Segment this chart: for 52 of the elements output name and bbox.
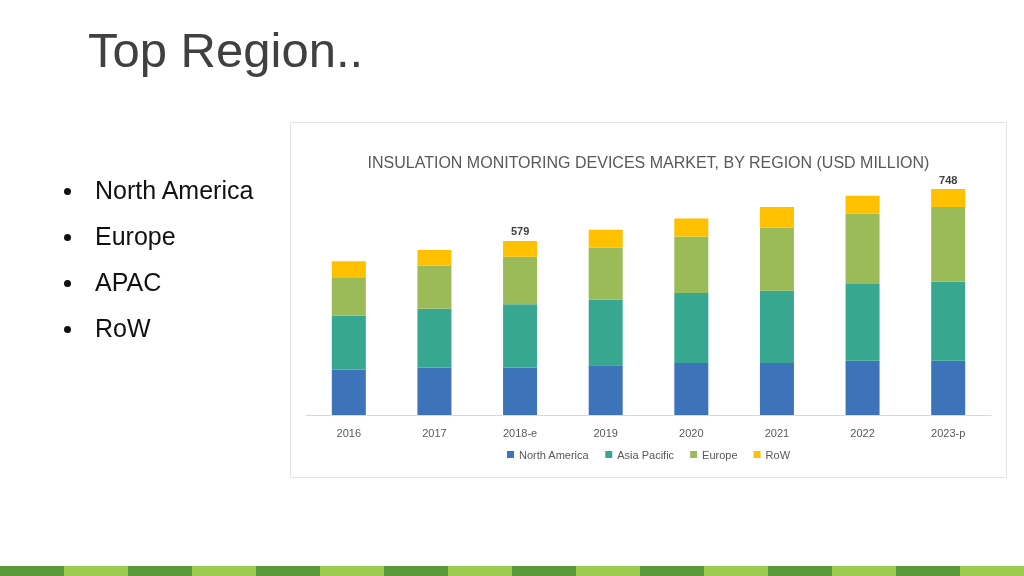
legend-label: Europe — [702, 448, 738, 461]
bar — [588, 299, 623, 366]
bar — [931, 189, 966, 208]
x-tick-label: 2020 — [679, 426, 704, 439]
bar — [417, 308, 452, 368]
bar — [331, 277, 366, 316]
bar — [331, 261, 366, 278]
bar — [674, 363, 709, 415]
bar — [845, 213, 880, 284]
bar — [845, 360, 880, 415]
bar — [759, 363, 794, 415]
bar — [931, 360, 966, 415]
bar — [588, 247, 623, 300]
bar — [674, 236, 709, 293]
bar — [503, 367, 538, 415]
x-tick-label: 2016 — [336, 426, 362, 439]
x-tick-label: 2017 — [422, 426, 447, 439]
bar — [503, 240, 538, 257]
x-tick-label: 2019 — [593, 426, 618, 439]
bar — [417, 250, 452, 266]
chart-subtitle: INSULATION MONITORING DEVICES MARKET, BY REGION (USD MILLION) — [367, 153, 930, 171]
x-tick-label: 2021 — [764, 426, 790, 439]
bar — [331, 315, 366, 370]
annotation: 748 — [939, 173, 958, 186]
legend-label: RoW — [765, 448, 791, 461]
bar — [417, 367, 452, 415]
bar — [845, 283, 880, 361]
bar — [674, 292, 709, 364]
x-tick-label: 2022 — [850, 426, 875, 439]
bar — [588, 365, 623, 415]
x-tick-label: 2018-e — [502, 426, 538, 439]
bar — [503, 256, 538, 305]
text: APAC — [95, 267, 162, 297]
text: RoW — [95, 313, 151, 343]
text: North America — [95, 175, 254, 205]
bar — [931, 281, 966, 361]
chart-title: Top Region.. — [88, 22, 364, 78]
bar — [759, 227, 794, 291]
bar — [503, 304, 538, 368]
bar — [759, 207, 794, 228]
bar — [845, 195, 880, 214]
bar — [931, 207, 966, 282]
bar — [759, 290, 794, 364]
bar — [674, 218, 709, 237]
legend-label: Asia Pacific — [617, 448, 675, 461]
bar — [331, 369, 366, 415]
annotation: 579 — [510, 225, 530, 238]
bar — [588, 229, 623, 248]
text: Europe — [95, 221, 176, 251]
bar — [417, 265, 452, 309]
legend-label: North America — [518, 448, 590, 461]
x-tick-label: 2023-p — [931, 426, 966, 439]
